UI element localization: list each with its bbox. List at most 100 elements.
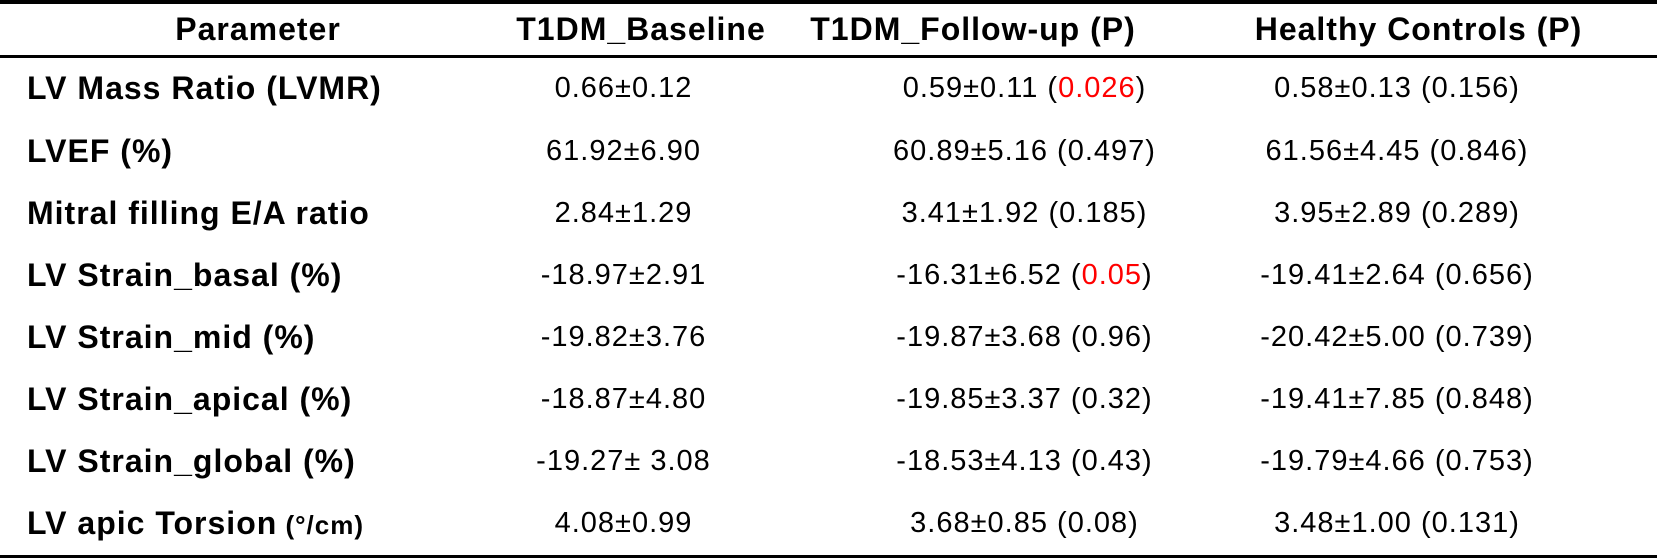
table-row: Mitral filling E/A ratio 2.84±1.29 3.41±… [0, 182, 1657, 244]
controls-p-value: 0.846 [1440, 134, 1518, 167]
p-open-paren: ( [1038, 72, 1059, 105]
parameter-label: LV Strain_apical (%) [27, 380, 353, 417]
controls-value: 61.56±4.45 [1265, 134, 1421, 167]
controls-value-cell: -19.79±4.66 (0.753) [1180, 430, 1657, 492]
header-row: Parameter T1DM_Baseline T1DM_Follow-up (… [0, 2, 1657, 56]
followup-value: 60.89±5.16 [893, 134, 1048, 167]
controls-value-cell: -19.41±2.64 (0.656) [1180, 244, 1657, 306]
followup-value: -19.85±3.37 [896, 382, 1062, 415]
controls-p-value: 0.656 [1445, 258, 1524, 291]
p-open-paren: ( [1411, 507, 1432, 540]
followup-p-value: 0.08 [1067, 507, 1129, 540]
table-row: LV apic Torsion (°/cm) 4.08±0.99 3.68±0.… [0, 492, 1657, 556]
parameter-cell: LV Strain_global (%) [0, 430, 516, 492]
p-close-paren: ) [1509, 507, 1520, 540]
followup-value-cell: -18.53±4.13 (0.43) [766, 430, 1180, 492]
column-header-parameter: Parameter [175, 10, 341, 47]
p-open-paren: ( [1425, 444, 1446, 477]
followup-value-cell: 0.59±0.11 (0.026) [766, 56, 1180, 120]
p-open-paren: ( [1420, 134, 1441, 167]
baseline-value-cell: 0.66±0.12 [516, 56, 766, 120]
parameter-cell: LV Strain_apical (%) [0, 368, 516, 430]
controls-value-cell: -20.42±5.00 (0.739) [1180, 306, 1657, 368]
followup-p-value: 0.43 [1081, 444, 1143, 477]
followup-value-cell: 60.89±5.16 (0.497) [766, 120, 1180, 182]
baseline-value-cell: -18.87±4.80 [516, 368, 766, 430]
followup-value: 0.59±0.11 [902, 72, 1039, 105]
controls-value: -19.79±4.66 [1260, 444, 1426, 477]
parameter-label: LV Mass Ratio (LVMR) [27, 70, 382, 107]
p-close-paren: ) [1523, 444, 1534, 477]
controls-value-cell: 3.95±2.89 (0.289) [1180, 182, 1657, 244]
baseline-value: -19.82±3.76 [540, 320, 707, 353]
parameter-label: LVEF (%) [27, 132, 174, 169]
followup-value-cell: -16.31±6.52 (0.05) [766, 244, 1180, 306]
p-open-paren: ( [1061, 444, 1082, 477]
p-open-paren: ( [1047, 134, 1068, 167]
p-close-paren: ) [1135, 72, 1147, 105]
baseline-value-cell: 4.08±0.99 [516, 492, 766, 556]
baseline-value-cell: 61.92±6.90 [516, 120, 766, 182]
baseline-value: -18.97±2.91 [540, 258, 707, 291]
followup-p-value: 0.497 [1067, 134, 1146, 167]
baseline-value-cell: -19.82±3.76 [516, 306, 766, 368]
controls-value: -20.42±5.00 [1260, 320, 1426, 353]
controls-value: 3.95±2.89 [1274, 196, 1412, 229]
followup-p-value: 0.026 [1058, 72, 1136, 105]
column-header-healthy-controls: Healthy Controls (P) [1254, 10, 1583, 47]
table-body: LV Mass Ratio (LVMR) 0.66±0.12 0.59±0.11… [0, 56, 1657, 557]
p-close-paren: ) [1523, 320, 1534, 353]
parameter-cell: Mitral filling E/A ratio [0, 182, 516, 244]
parameter-label: Mitral filling E/A ratio [27, 194, 370, 231]
parameter-unit: (°/cm) [277, 510, 365, 541]
controls-p-value: 0.739 [1445, 320, 1524, 353]
parameter-label: LV Strain_global (%) [27, 442, 356, 479]
p-close-paren: ) [1509, 72, 1520, 105]
baseline-value-cell: -19.27± 3.08 [516, 430, 766, 492]
baseline-value: 4.08±0.99 [554, 507, 693, 540]
p-close-paren: ) [1509, 196, 1520, 229]
p-close-paren: ) [1145, 134, 1156, 167]
table-row: LV Strain_mid (%) -19.82±3.76 -19.87±3.6… [0, 306, 1657, 368]
p-close-paren: ) [1128, 507, 1139, 540]
controls-value-cell: 61.56±4.45 (0.846) [1180, 120, 1657, 182]
p-close-paren: ) [1523, 258, 1534, 291]
parameter-label: LV Strain_basal (%) [27, 256, 343, 293]
p-open-paren: ( [1039, 196, 1060, 229]
parameter-cell: LV Mass Ratio (LVMR) [0, 56, 516, 120]
p-close-paren: ) [1517, 134, 1529, 167]
table-row: LV Strain_global (%) -19.27± 3.08 -18.53… [0, 430, 1657, 492]
parameter-cell: LV apic Torsion (°/cm) [0, 492, 516, 556]
parameter-cell: LV Strain_mid (%) [0, 306, 516, 368]
baseline-value: 2.84±1.29 [554, 196, 693, 229]
controls-value-cell: 3.48±1.00 (0.131) [1180, 492, 1657, 556]
baseline-value-cell: 2.84±1.29 [516, 182, 766, 244]
controls-p-value: 0.131 [1431, 507, 1510, 540]
p-open-paren: ( [1047, 507, 1068, 540]
p-close-paren: ) [1142, 444, 1153, 477]
followup-p-value: 0.32 [1081, 382, 1143, 415]
followup-value: -16.31±6.52 [896, 258, 1062, 291]
p-open-paren: ( [1425, 382, 1446, 415]
p-open-paren: ( [1061, 258, 1082, 291]
p-open-paren: ( [1411, 196, 1432, 229]
controls-p-value: 0.753 [1445, 444, 1524, 477]
p-close-paren: ) [1523, 382, 1534, 415]
column-header-t1dm-baseline: T1DM_Baseline [516, 10, 766, 47]
column-header-t1dm-followup: T1DM_Follow-up (P) [810, 10, 1136, 47]
followup-value: 3.41±1.92 [901, 196, 1040, 229]
followup-value-cell: -19.87±3.68 (0.96) [766, 306, 1180, 368]
parameter-label: LV Strain_mid (%) [27, 318, 316, 355]
p-open-paren: ( [1061, 382, 1082, 415]
controls-p-value: 0.848 [1445, 382, 1524, 415]
followup-p-value: 0.96 [1081, 320, 1143, 353]
controls-value-cell: -19.41±7.85 (0.848) [1180, 368, 1657, 430]
controls-value: -19.41±7.85 [1260, 382, 1426, 415]
followup-value-cell: 3.68±0.85 (0.08) [766, 492, 1180, 556]
controls-value-cell: 0.58±0.13 (0.156) [1180, 56, 1657, 120]
followup-value: 3.68±0.85 [910, 507, 1048, 540]
table-header: Parameter T1DM_Baseline T1DM_Follow-up (… [0, 2, 1657, 56]
followup-p-value: 0.185 [1059, 196, 1137, 229]
